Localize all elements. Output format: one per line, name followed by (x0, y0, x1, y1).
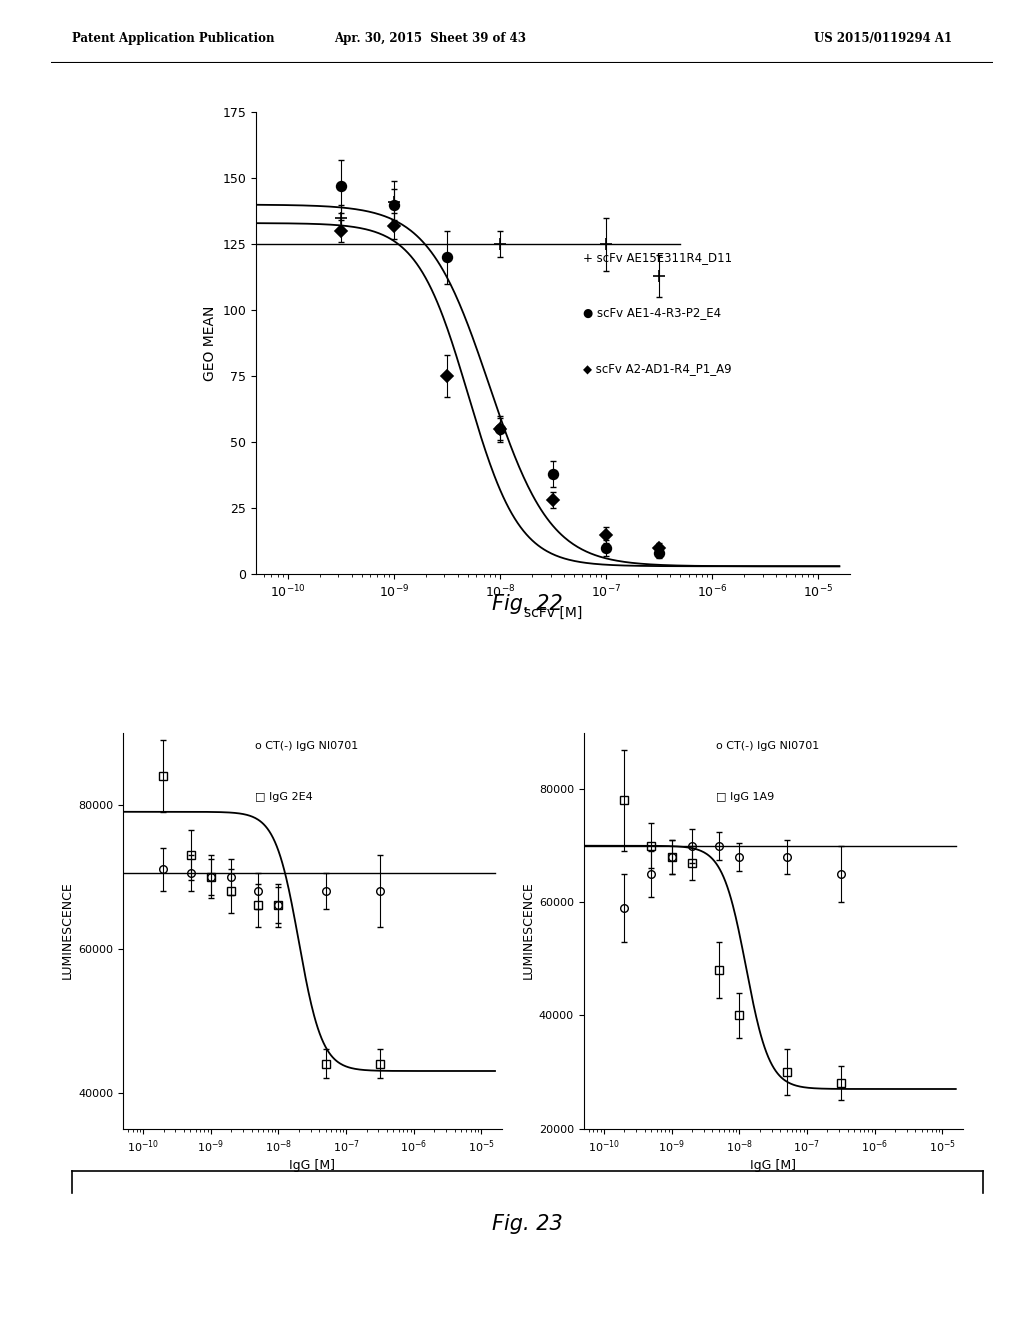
Text: o CT(-) IgG NI0701: o CT(-) IgG NI0701 (717, 741, 819, 751)
Text: Fig. 23: Fig. 23 (492, 1214, 563, 1234)
Y-axis label: GEO MEAN: GEO MEAN (203, 305, 217, 381)
Text: + scFv AE15E311R4_D11: + scFv AE15E311R4_D11 (583, 251, 732, 264)
X-axis label: IgG [M]: IgG [M] (751, 1159, 796, 1172)
Text: □ IgG 2E4: □ IgG 2E4 (256, 792, 313, 803)
Text: □ IgG 1A9: □ IgG 1A9 (717, 792, 774, 803)
Text: US 2015/0119294 A1: US 2015/0119294 A1 (814, 32, 952, 45)
X-axis label: scFv [M]: scFv [M] (523, 606, 583, 620)
X-axis label: IgG [M]: IgG [M] (290, 1159, 335, 1172)
Text: ● scFv AE1-4-R3-P2_E4: ● scFv AE1-4-R3-P2_E4 (583, 306, 721, 319)
Text: Apr. 30, 2015  Sheet 39 of 43: Apr. 30, 2015 Sheet 39 of 43 (334, 32, 526, 45)
Text: o CT(-) IgG NI0701: o CT(-) IgG NI0701 (256, 741, 358, 751)
Text: Patent Application Publication: Patent Application Publication (72, 32, 274, 45)
Text: ◆ scFv A2-AD1-R4_P1_A9: ◆ scFv A2-AD1-R4_P1_A9 (583, 362, 731, 375)
Text: Fig. 22: Fig. 22 (492, 594, 563, 614)
Y-axis label: LUMINESCENCE: LUMINESCENCE (521, 882, 535, 979)
Y-axis label: LUMINESCENCE: LUMINESCENCE (60, 882, 74, 979)
